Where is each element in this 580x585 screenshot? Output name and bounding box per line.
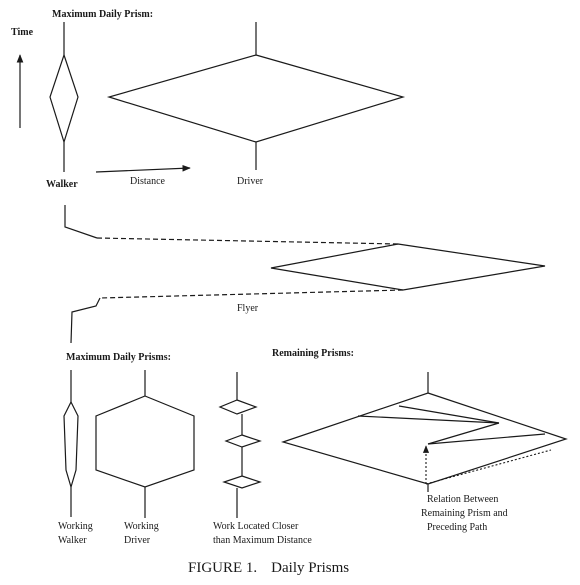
walker-prism: [49, 22, 79, 172]
driver-label: Driver: [237, 176, 264, 187]
svg-text:Walker: Walker: [58, 535, 87, 546]
distance-axis-label: Distance: [130, 176, 166, 187]
svg-text:Work Located Closer: Work Located Closer: [213, 521, 299, 532]
flyer-label: Flyer: [237, 303, 259, 314]
bottom-heading: Maximum Daily Prisms:: [66, 352, 171, 363]
svg-text:Driver: Driver: [124, 535, 151, 546]
top-heading: Maximum Daily Prism:: [52, 9, 153, 20]
relation-label: Relation Between Remaining Prism and Pre…: [421, 494, 508, 533]
remaining-heading: Remaining Prisms:: [272, 348, 354, 359]
svg-text:Preceding Path: Preceding Path: [427, 522, 487, 533]
distance-axis-arrow: [95, 164, 191, 173]
figure-title: Daily Prisms: [271, 560, 349, 576]
working-driver-prism: [95, 370, 195, 518]
flyer-prism: [64, 205, 546, 344]
work-closer-prism-chain: [218, 372, 262, 518]
working-driver-label: Working Driver: [124, 521, 159, 546]
working-walker-label: Working Walker: [58, 521, 93, 546]
work-closer-label: Work Located Closer than Maximum Distanc…: [213, 521, 312, 546]
figure-caption: FIGURE 1. Daily Prisms: [188, 560, 349, 576]
walker-label: Walker: [46, 179, 78, 190]
driver-prism: [106, 22, 406, 170]
figure-number: FIGURE 1.: [188, 560, 257, 576]
svg-text:than Maximum Distance: than Maximum Distance: [213, 535, 312, 546]
remaining-prism: [280, 372, 568, 492]
svg-text:Working: Working: [124, 521, 159, 532]
svg-text:Remaining Prism and: Remaining Prism and: [421, 508, 508, 519]
time-axis-label: Time: [11, 27, 34, 38]
svg-text:Working: Working: [58, 521, 93, 532]
svg-text:Relation Between: Relation Between: [427, 494, 498, 505]
working-walker-prism: [63, 370, 79, 517]
